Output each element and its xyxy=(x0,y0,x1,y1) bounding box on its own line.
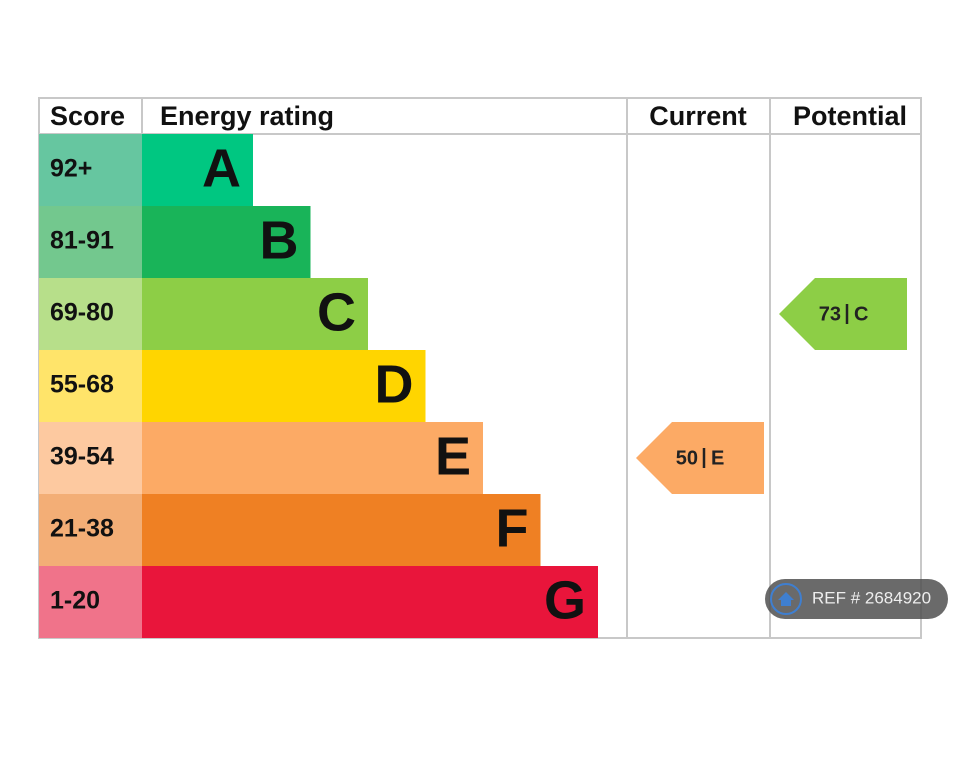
current-arrow xyxy=(636,422,764,494)
current-rating: E xyxy=(711,447,724,469)
rating-letter: G xyxy=(544,570,586,630)
score-range: 81-91 xyxy=(50,227,114,255)
current-score: 50 xyxy=(676,447,698,469)
score-cell xyxy=(39,350,142,422)
score-cell xyxy=(39,422,142,494)
watermark-text: REF # 2684920 xyxy=(812,588,931,607)
score-cell xyxy=(39,206,142,278)
score-range: 39-54 xyxy=(50,443,114,471)
score-range: 1-20 xyxy=(50,587,100,615)
score-range: 55-68 xyxy=(50,371,114,399)
rating-letter: C xyxy=(317,282,356,342)
header-score: Score xyxy=(50,101,125,131)
header-potential: Potential xyxy=(793,101,907,131)
rating-bar xyxy=(142,278,368,350)
rating-bar xyxy=(142,422,483,494)
frame: Score Energy rating Current Potential xyxy=(38,97,922,639)
rating-bar xyxy=(142,566,598,638)
score-cell xyxy=(39,278,142,350)
score-cell xyxy=(39,494,142,566)
score-cell xyxy=(39,566,142,638)
score-range: 92+ xyxy=(50,155,92,183)
rating-bar xyxy=(142,206,311,278)
potential-arrow xyxy=(779,278,907,350)
rating-bar xyxy=(142,134,253,206)
watermark-house xyxy=(778,592,794,606)
score-cell xyxy=(39,134,142,206)
rating-letter: B xyxy=(260,210,299,270)
header-energy-rating: Energy rating xyxy=(160,101,334,131)
potential-score: 73 xyxy=(819,303,841,325)
rating-bar xyxy=(142,494,541,566)
rating-letter: E xyxy=(435,426,471,486)
header-current: Current xyxy=(649,101,747,131)
rating-letter: D xyxy=(375,354,414,414)
rating-bar xyxy=(142,350,426,422)
watermark-pill xyxy=(765,579,948,619)
rating-letter: A xyxy=(202,138,241,198)
rating-letter: F xyxy=(496,498,529,558)
score-range: 21-38 xyxy=(50,515,114,543)
watermark-icon xyxy=(770,583,802,615)
score-range: 69-80 xyxy=(50,299,114,327)
potential-rating: C xyxy=(854,303,868,325)
